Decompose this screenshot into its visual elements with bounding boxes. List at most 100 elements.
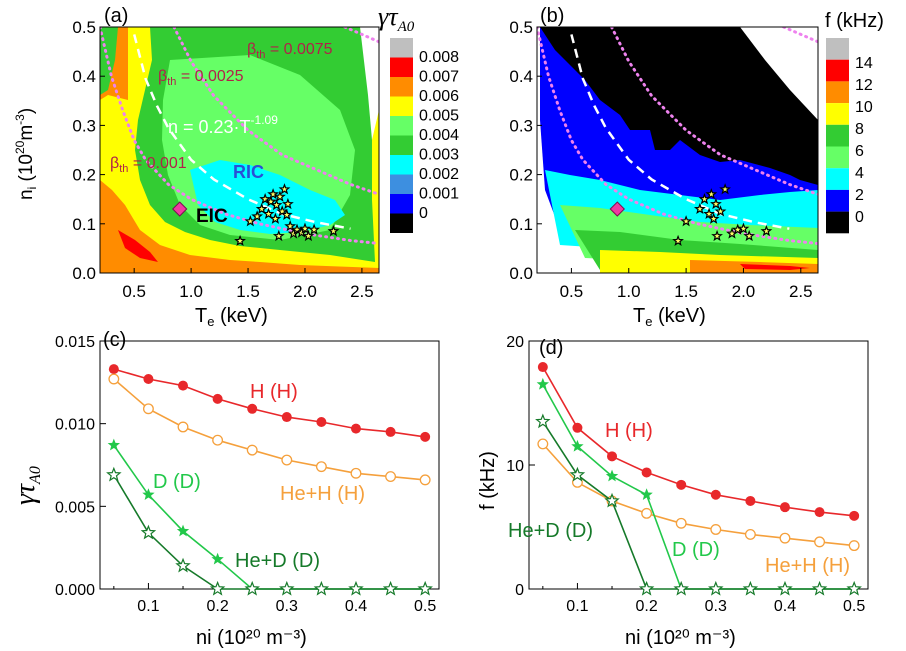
b-xtick-label: 2.5 bbox=[789, 282, 813, 301]
a-star-point bbox=[302, 229, 315, 242]
a-colorbar-tick-label: 0.002 bbox=[419, 166, 459, 183]
d-point bbox=[779, 532, 791, 544]
a-colorbar-tick-label: 0.007 bbox=[419, 69, 459, 86]
d-label-d-d: D (D) bbox=[672, 539, 720, 561]
b-star-point bbox=[760, 224, 773, 237]
panel-a-points bbox=[172, 183, 340, 247]
c-point bbox=[106, 466, 122, 482]
c-xtick-label: 0.5 bbox=[414, 598, 436, 615]
c-xtick-label: 0.4 bbox=[345, 598, 367, 615]
c-point bbox=[281, 412, 292, 423]
d-label-h-h: H (H) bbox=[605, 420, 653, 442]
c-point bbox=[142, 403, 154, 415]
c-point bbox=[211, 552, 224, 565]
c-point bbox=[350, 423, 361, 434]
c-xlabel: ni (10²⁰ m⁻³) bbox=[196, 627, 307, 649]
b-region-black bbox=[540, 27, 818, 185]
panel-b: 0.5 1.0 1.5 2.0 2.5 0.0 0.1 0.2 0.3 0.4 0.5 (b) Te… bbox=[509, 5, 884, 329]
c-point bbox=[385, 471, 397, 483]
a-dashed-line bbox=[132, 34, 351, 230]
a-star-point bbox=[255, 202, 268, 215]
d-point bbox=[675, 517, 687, 529]
d-xtick-label: 0.2 bbox=[635, 598, 657, 615]
a-colorbar-tick-label: 0.001 bbox=[419, 186, 459, 203]
a-region-yellow-cut bbox=[100, 95, 132, 185]
b-colorbar-tick-label: 2 bbox=[855, 187, 864, 204]
d-point bbox=[710, 524, 722, 535]
d-label-heh-h: He+H (H) bbox=[765, 555, 850, 577]
a-star-point bbox=[284, 220, 297, 232]
c-point bbox=[315, 461, 327, 473]
d-point bbox=[641, 507, 653, 519]
c-point bbox=[246, 444, 258, 456]
d-ytick-label: 10 bbox=[506, 458, 524, 475]
a-region-orange-left bbox=[100, 180, 379, 273]
d-point bbox=[710, 489, 721, 500]
c-point bbox=[350, 467, 362, 479]
d-series-line bbox=[542, 421, 855, 590]
b-star-point bbox=[707, 212, 720, 224]
a-region-red bbox=[118, 230, 158, 262]
d-point bbox=[744, 528, 756, 540]
b-star-point bbox=[672, 234, 684, 247]
c-point bbox=[140, 524, 157, 540]
c-xtick-label: 0.1 bbox=[137, 598, 159, 615]
panel-b-points bbox=[609, 183, 773, 247]
b-dotted-line bbox=[610, 27, 818, 196]
c-point bbox=[107, 438, 121, 451]
a-colorbar-tick-label: 0.005 bbox=[419, 108, 459, 125]
b-star-point bbox=[693, 202, 706, 215]
panel-d: 0.1 0.2 0.3 0.4 0.5 0 10 20 (d) f (kHz) ni (10²… bbox=[477, 334, 869, 649]
a-colorbar-tick-label: 0.004 bbox=[419, 127, 459, 144]
b-region-red bbox=[740, 264, 810, 270]
a-xlabel: Te (keV) bbox=[195, 305, 268, 329]
a-star-point bbox=[267, 188, 279, 200]
d-point bbox=[537, 438, 549, 450]
a-colorbar-segment bbox=[390, 194, 413, 214]
a-annot-ric: RIC bbox=[233, 162, 264, 182]
a-panel-label: (a) bbox=[104, 5, 128, 27]
c-point bbox=[209, 580, 226, 596]
a-star-point bbox=[280, 208, 293, 220]
a-colorbar-segment bbox=[390, 155, 413, 175]
c-ytick-label: 0.005 bbox=[55, 499, 95, 516]
d-point bbox=[848, 540, 860, 552]
b-colorbar-segment bbox=[826, 103, 849, 125]
c-panel-label: (c) bbox=[103, 329, 126, 351]
d-point bbox=[535, 413, 551, 429]
c-point bbox=[176, 524, 190, 537]
d-point bbox=[572, 422, 583, 433]
d-xtick-label: 0.4 bbox=[774, 598, 796, 615]
a-annot-beta-0025: βth = 0.0025 bbox=[158, 68, 244, 88]
c-xtick-label: 0.2 bbox=[206, 598, 228, 615]
c-point bbox=[385, 426, 396, 437]
d-point bbox=[814, 536, 826, 548]
b-colorbar-segment bbox=[826, 81, 849, 104]
a-colorbar-segment bbox=[390, 174, 413, 194]
a-colorbar-segment bbox=[390, 96, 413, 116]
c-ylabel: γτA0 bbox=[10, 466, 44, 505]
d-point bbox=[777, 580, 793, 596]
d-series-line bbox=[542, 443, 855, 547]
d-point bbox=[638, 580, 655, 596]
c-label-hed-d: He+D (D) bbox=[235, 550, 320, 572]
a-colorbar-title: γτA0 bbox=[378, 2, 415, 35]
c-ytick-label: 0.010 bbox=[55, 417, 95, 434]
b-star-point bbox=[719, 183, 731, 195]
b-colorbar-tick-label: 4 bbox=[855, 165, 864, 182]
d-point bbox=[641, 467, 652, 478]
a-ytick-label: 0.3 bbox=[72, 116, 96, 135]
d-point bbox=[607, 451, 618, 462]
a-star-point bbox=[259, 192, 272, 205]
panel-b-axes: 0.5 1.0 1.5 2.0 2.5 0.0 0.1 0.2 0.3 0.4 0.5 bbox=[509, 18, 812, 301]
a-star-point bbox=[269, 212, 282, 224]
c-point bbox=[419, 474, 431, 486]
c-label-heh-h: He+H (H) bbox=[280, 483, 365, 505]
a-star-point bbox=[282, 197, 294, 210]
d-point bbox=[849, 510, 860, 521]
c-point bbox=[143, 374, 154, 385]
a-dotted-line bbox=[172, 27, 379, 196]
d-point bbox=[640, 488, 653, 501]
a-ytick-label: 0.5 bbox=[72, 18, 96, 37]
a-colorbar-tick-label: 0 bbox=[419, 205, 428, 222]
